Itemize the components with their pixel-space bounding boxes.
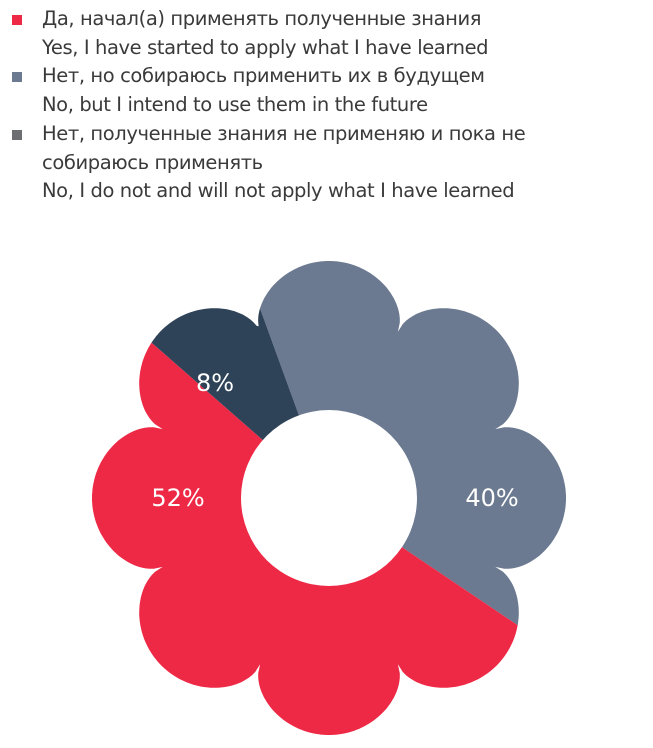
legend-swatch-no xyxy=(12,129,22,140)
legend-label-ru-1: Нет, полученные знания не применяю и пок… xyxy=(42,121,526,145)
legend-item-no: Нет, полученные знания не применяю и пок… xyxy=(12,120,652,206)
legend-label-ru: Нет, но собираюсь применить их в будущем xyxy=(42,64,485,88)
petal-segment-40 xyxy=(260,261,566,626)
data-label: 8% xyxy=(196,369,234,397)
legend-swatch-yes xyxy=(12,15,22,25)
legend-item-future: Нет, но собираюсь применить их в будущем… xyxy=(12,62,652,119)
donut-hole xyxy=(241,410,417,586)
legend-label-ru-2: собираюсь применять xyxy=(42,150,263,174)
data-label: 52% xyxy=(151,484,204,512)
legend-label-ru: Да, начал(а) применять полученные знания xyxy=(42,7,482,30)
legend-label-en: Yes, I have started to apply what I have… xyxy=(42,35,489,59)
data-label: 40% xyxy=(465,484,518,512)
legend: Да, начал(а) применять полученные знания… xyxy=(12,5,652,206)
legend-swatch-future xyxy=(12,72,22,83)
legend-label-en: No, I do not and will not apply what I h… xyxy=(42,179,515,203)
legend-item-yes: Да, начал(а) применять полученные знания… xyxy=(12,5,652,62)
legend-label-en: No, but I intend to use them in the futu… xyxy=(42,93,428,117)
